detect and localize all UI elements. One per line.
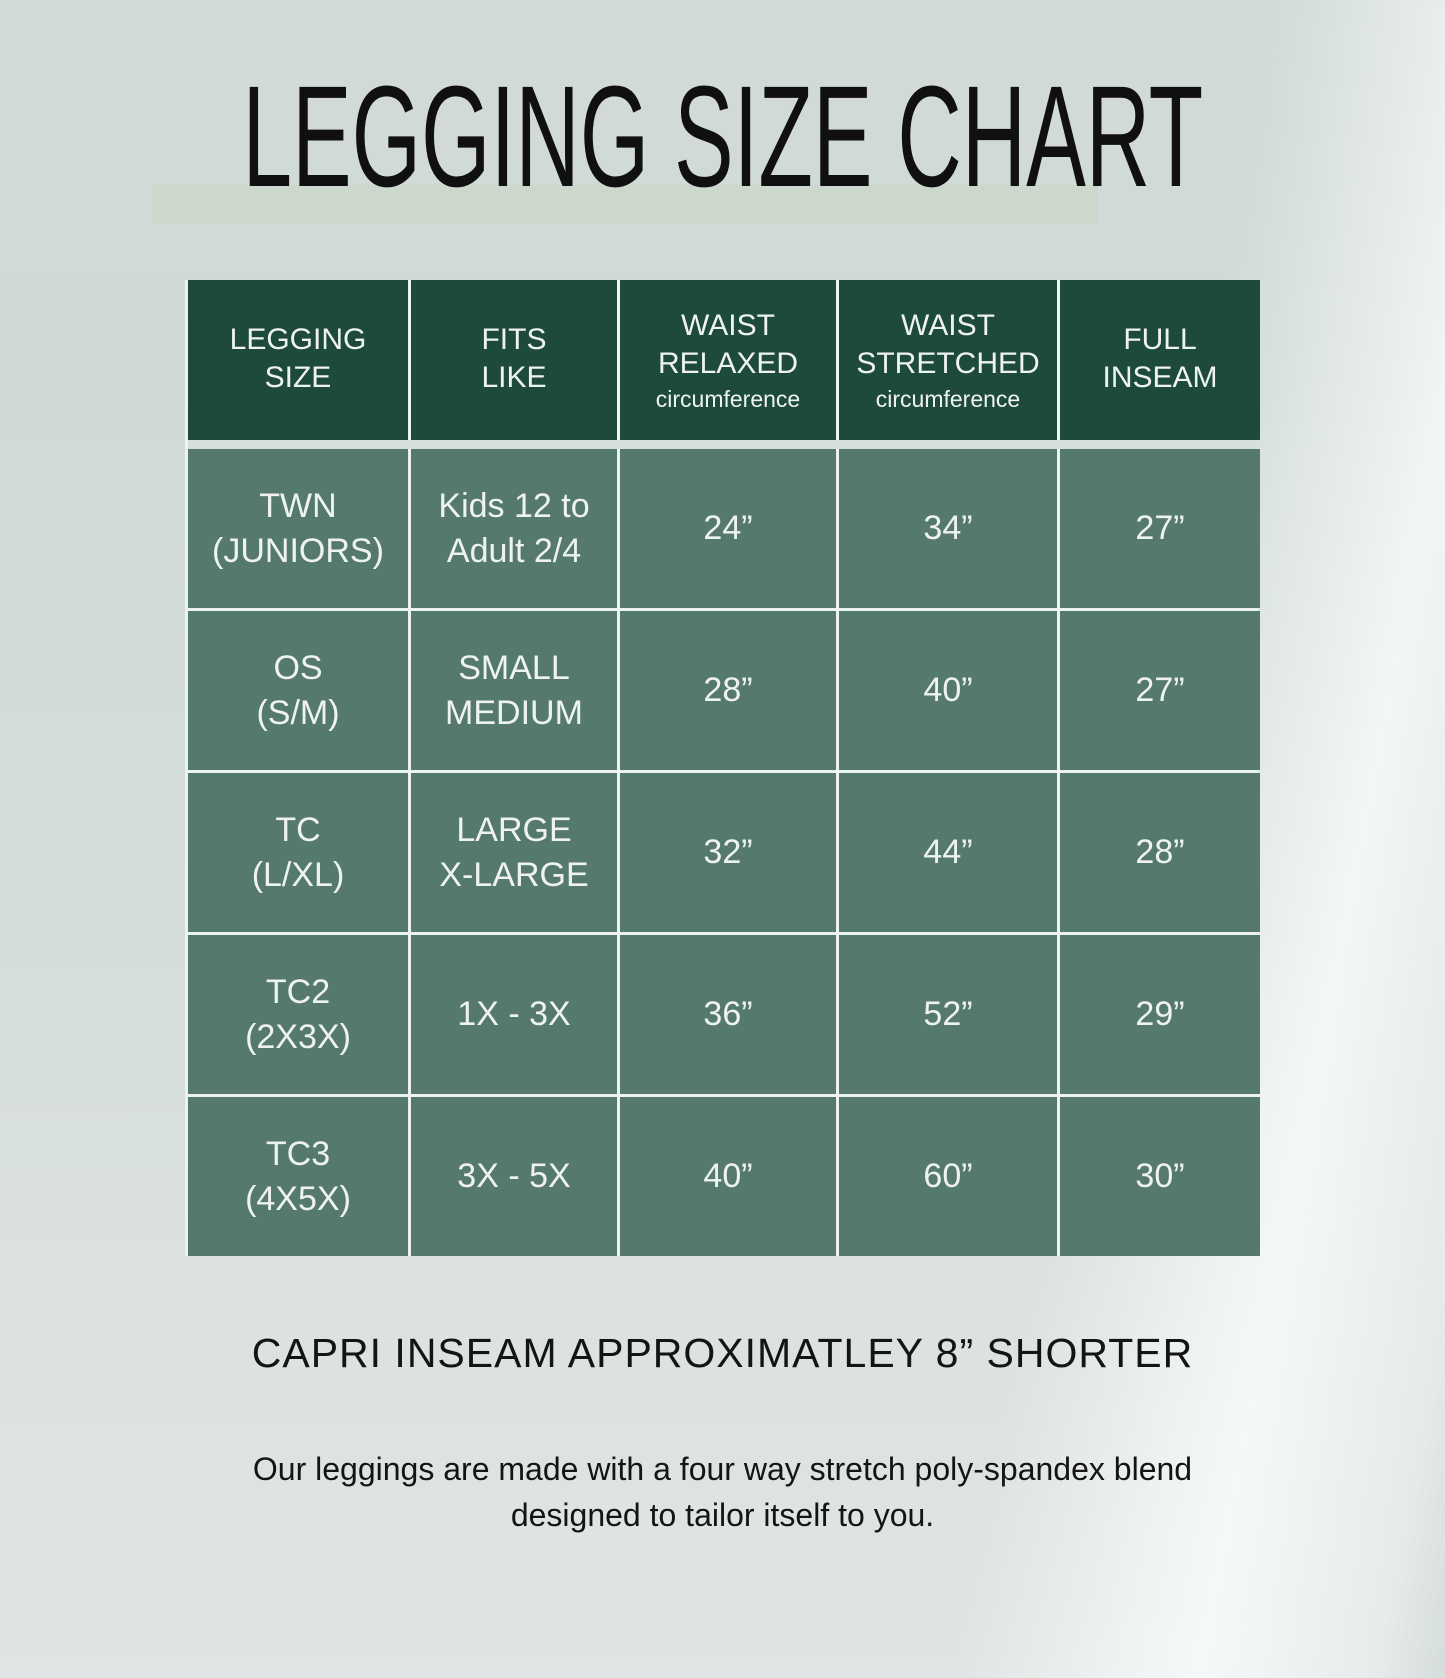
col-header-label: FITS LIKE — [481, 322, 547, 394]
cell-size: TWN (JUNIORS) — [188, 449, 408, 608]
cell-full-inseam: 27” — [1060, 449, 1260, 608]
cell-fits-like: LARGE X-LARGE — [411, 773, 617, 932]
table-body: TWN (JUNIORS) Kids 12 to Adult 2/4 24” 3… — [188, 449, 1260, 1256]
cell-size: TC2 (2X3X) — [188, 935, 408, 1094]
fabric-description: Our leggings are made with a four way st… — [252, 1451, 1193, 1534]
col-header-label: FULL INSEAM — [1102, 322, 1218, 394]
cell-waist-stretched: 40” — [839, 611, 1057, 770]
cell-size: OS (S/M) — [188, 611, 408, 770]
col-header-legging-size: LEGGING SIZE — [188, 280, 408, 440]
page-title: LEGGING SIZE CHART — [0, 52, 1445, 222]
table-header-row: LEGGING SIZE FITS LIKE WAIST RELAXED cir… — [188, 280, 1260, 440]
cell-size: TC (L/XL) — [188, 773, 408, 932]
col-header-sublabel: circumference — [655, 386, 801, 413]
cell-size: TC3 (4X5X) — [188, 1097, 408, 1256]
cell-waist-stretched: 60” — [839, 1097, 1057, 1256]
cell-waist-relaxed: 40” — [620, 1097, 836, 1256]
cell-fits-like: 1X - 3X — [411, 935, 617, 1094]
col-header-waist-stretched: WAIST STRETCHED circumference — [839, 280, 1057, 440]
cell-full-inseam: 29” — [1060, 935, 1260, 1094]
cell-full-inseam: 28” — [1060, 773, 1260, 932]
col-header-waist-relaxed: WAIST RELAXED circumference — [620, 280, 836, 440]
col-header-fits-like: FITS LIKE — [411, 280, 617, 440]
cell-waist-relaxed: 28” — [620, 611, 836, 770]
cell-full-inseam: 30” — [1060, 1097, 1260, 1256]
size-chart-table: LEGGING SIZE FITS LIKE WAIST RELAXED cir… — [185, 280, 1260, 1256]
capri-inseam-note: CAPRI INSEAM APPROXIMATLEY 8” SHORTER — [251, 1330, 1194, 1376]
col-header-label: LEGGING SIZE — [229, 322, 367, 394]
cell-fits-like: Kids 12 to Adult 2/4 — [411, 449, 617, 608]
col-header-sublabel: circumference — [875, 386, 1021, 413]
cell-waist-relaxed: 32” — [620, 773, 836, 932]
title-highlight-bar — [152, 185, 1098, 223]
cell-waist-stretched: 44” — [839, 773, 1057, 932]
col-header-label: WAIST STRETCHED — [856, 309, 1040, 381]
cell-fits-like: 3X - 5X — [411, 1097, 617, 1256]
cell-waist-stretched: 34” — [839, 449, 1057, 608]
page-title-text: LEGGING SIZE CHART — [242, 56, 1203, 217]
cell-full-inseam: 27” — [1060, 611, 1260, 770]
col-header-label: WAIST RELAXED — [657, 309, 799, 381]
cell-waist-relaxed: 36” — [620, 935, 836, 1094]
cell-waist-stretched: 52” — [839, 935, 1057, 1094]
cell-waist-relaxed: 24” — [620, 449, 836, 608]
cell-fits-like: SMALL MEDIUM — [411, 611, 617, 770]
header-body-divider — [188, 440, 1257, 449]
col-header-full-inseam: FULL INSEAM — [1060, 280, 1260, 440]
